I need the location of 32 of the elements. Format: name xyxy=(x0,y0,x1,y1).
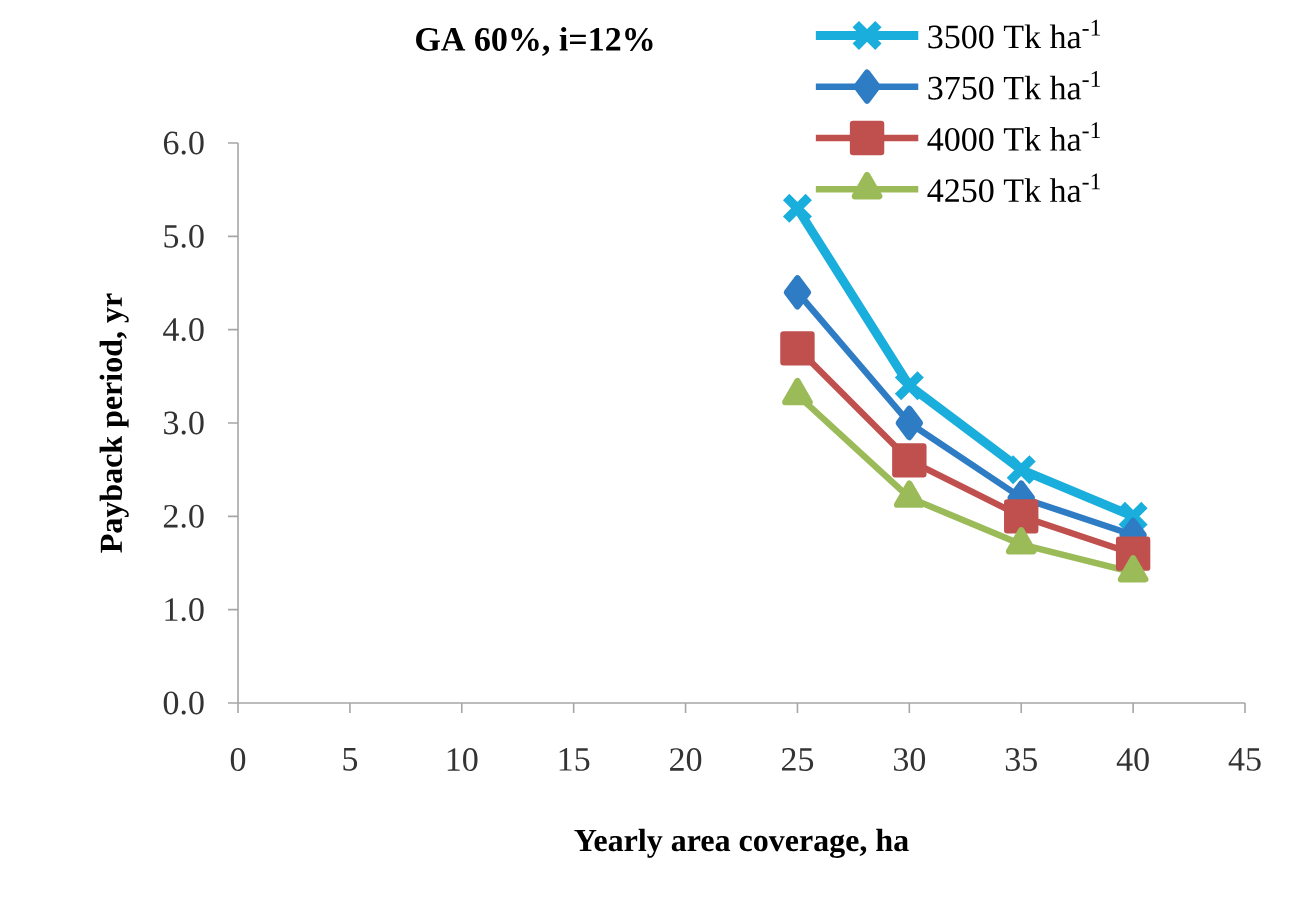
point xyxy=(1005,453,1038,486)
x-tick-label: 0 xyxy=(230,748,246,772)
point xyxy=(780,331,815,366)
x-axis-title: Yearly area coverage, ha xyxy=(574,828,909,858)
point xyxy=(783,275,812,310)
y-tick-label: 0.0 xyxy=(163,691,204,715)
legend-label: 3750 Tk ha$^{-1}$ xyxy=(928,71,1101,100)
point xyxy=(1004,499,1039,534)
point xyxy=(781,192,814,225)
x-tick-label: 35 xyxy=(1005,748,1037,771)
point xyxy=(895,405,924,441)
point xyxy=(892,443,927,478)
x-tick-label: 5 xyxy=(343,748,358,771)
x-tick-label: 10 xyxy=(447,748,478,772)
legend-label: 3500 Tk ha$^{-1}$ xyxy=(928,19,1101,49)
x-tick-label: 45 xyxy=(1228,748,1261,771)
x-tick-label: 25 xyxy=(781,748,814,771)
x-tick-label: 20 xyxy=(670,748,702,772)
y-tick-label: 6.0 xyxy=(163,131,204,155)
y-tick-label: 1.0 xyxy=(165,598,204,622)
chart-title: GA 60%, i=12% xyxy=(416,26,653,56)
x-tick-label: 40 xyxy=(1116,748,1149,772)
legend-label: 4000 Tk ha$^{-1}$ xyxy=(927,122,1101,151)
y-tick-label: 2.0 xyxy=(163,504,204,528)
x-tick-label: 30 xyxy=(893,748,926,772)
x-tick-label: 15 xyxy=(559,748,590,771)
y-tick-label: 3.0 xyxy=(164,411,204,435)
y-axis-title: Payback period, yr xyxy=(99,293,129,553)
point xyxy=(893,369,926,402)
legend-label: 4250 Tk ha$^{-1}$ xyxy=(927,173,1101,203)
y-tick-label: 4.0 xyxy=(163,318,204,342)
y-tick-label: 5.0 xyxy=(164,224,204,248)
